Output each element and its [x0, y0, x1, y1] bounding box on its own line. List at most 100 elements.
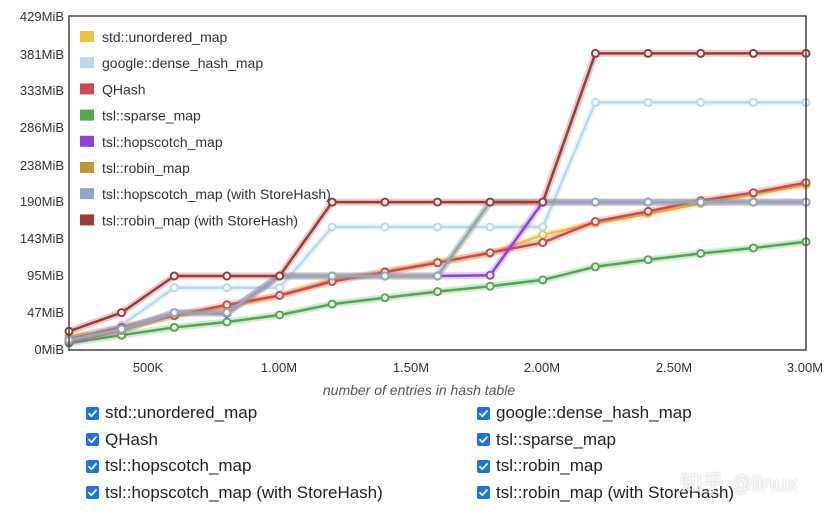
data-point[interactable]	[538, 238, 548, 248]
data-point[interactable]	[590, 48, 600, 58]
checkbox-icon[interactable]	[477, 433, 490, 447]
data-point[interactable]	[433, 287, 442, 297]
data-point[interactable]	[433, 258, 442, 268]
x-axis-label: number of entries in hash table	[323, 382, 515, 398]
data-point[interactable]	[222, 308, 232, 318]
data-point[interactable]	[380, 293, 390, 303]
data-point[interactable]	[485, 270, 495, 280]
data-point[interactable]	[117, 324, 127, 334]
data-point[interactable]	[538, 275, 548, 285]
series-toggle-std-unordered-map[interactable]: std::unordered_map	[86, 402, 477, 425]
data-point[interactable]	[590, 262, 600, 272]
data-point[interactable]	[485, 248, 495, 258]
data-point[interactable]	[643, 206, 653, 216]
data-point[interactable]	[169, 283, 179, 293]
toggle-label: google::dense_hash_map	[496, 403, 692, 423]
data-point[interactable]	[643, 97, 653, 107]
data-point[interactable]	[643, 197, 653, 207]
data-point[interactable]	[222, 317, 232, 327]
y-tick-labels: 0MiB 47MiB 95MiB 143MiB 190MiB 238MiB 28…	[20, 9, 64, 357]
data-point[interactable]	[538, 197, 548, 207]
y-tick-label: 333MiB	[20, 83, 64, 98]
data-point[interactable]	[117, 308, 127, 318]
toggle-label: tsl::hopscotch_map	[105, 456, 252, 476]
data-point[interactable]	[275, 291, 285, 300]
data-point[interactable]	[696, 97, 706, 107]
toggle-label: tsl::robin_map (with StoreHash)	[496, 482, 735, 502]
x-tick-label: 2.50M	[656, 360, 692, 375]
data-point[interactable]	[590, 197, 600, 207]
series-toggle-google-dense-hash-map[interactable]: google::dense_hash_map	[477, 402, 807, 425]
x-tick-label: 1.50M	[393, 360, 429, 375]
data-point[interactable]	[380, 197, 390, 207]
data-point[interactable]	[433, 271, 442, 281]
checkbox-icon[interactable]	[86, 406, 99, 420]
series-toggle-tsl-robin-map-with-storehash[interactable]: tsl::robin_map (with StoreHash)	[477, 482, 807, 505]
data-point[interactable]	[433, 197, 442, 207]
data-point[interactable]	[748, 48, 758, 58]
data-point[interactable]	[590, 97, 600, 107]
legend-swatch	[80, 109, 94, 121]
y-tick-label: 0MiB	[34, 342, 64, 357]
data-point[interactable]	[696, 249, 706, 258]
checkbox-icon[interactable]	[477, 486, 490, 500]
legend-item: QHash	[80, 81, 146, 97]
data-point[interactable]	[169, 322, 179, 332]
data-point[interactable]	[590, 217, 600, 226]
checkbox-icon[interactable]	[86, 459, 99, 473]
data-point[interactable]	[380, 222, 390, 232]
data-point[interactable]	[380, 271, 390, 281]
data-point[interactable]	[485, 281, 495, 291]
y-tick-label: 381MiB	[20, 47, 64, 62]
y-tick-label: 238MiB	[20, 158, 64, 173]
y-tick-label: 190MiB	[20, 194, 64, 209]
series-toggle-qhash[interactable]: QHash	[86, 429, 477, 452]
data-point[interactable]	[538, 230, 548, 240]
data-point[interactable]	[327, 197, 337, 207]
data-point[interactable]	[222, 283, 232, 293]
checkbox-icon[interactable]	[477, 406, 490, 420]
series-toggle-tsl-sparse-map[interactable]: tsl::sparse_map	[477, 429, 807, 452]
data-point[interactable]	[748, 243, 758, 253]
data-point[interactable]	[643, 255, 653, 265]
x-tick-label: 2.00M	[524, 360, 560, 375]
toggle-label: tsl::robin_map	[496, 456, 603, 476]
data-point[interactable]	[485, 197, 495, 207]
data-point[interactable]	[169, 308, 179, 318]
data-point[interactable]	[327, 271, 337, 281]
data-point[interactable]	[433, 222, 442, 232]
legend-item: tsl::robin_map (with StoreHash)	[80, 212, 298, 228]
data-point[interactable]	[748, 188, 758, 198]
data-point[interactable]	[748, 97, 758, 107]
data-point[interactable]	[696, 197, 706, 207]
series-toggle-tsl-robin-map[interactable]: tsl::robin_map	[477, 455, 807, 478]
data-point[interactable]	[696, 48, 706, 58]
legend-item: google::dense_hash_map	[80, 55, 263, 71]
data-point[interactable]	[643, 48, 653, 58]
legend-item: std::unordered_map	[80, 29, 228, 45]
x-tick-label: 3.00M	[787, 360, 823, 375]
checkbox-icon[interactable]	[86, 433, 99, 447]
checkbox-icon[interactable]	[477, 459, 490, 473]
data-point[interactable]	[327, 222, 337, 232]
data-point[interactable]	[275, 310, 285, 320]
plot-frame	[68, 15, 807, 351]
legend-swatch	[80, 162, 94, 173]
data-point[interactable]	[222, 271, 232, 281]
toggle-label: std::unordered_map	[105, 403, 258, 423]
toggle-label: tsl::hopscotch_map (with StoreHash)	[105, 482, 383, 502]
data-point[interactable]	[275, 283, 285, 293]
data-point[interactable]	[538, 222, 548, 232]
data-point[interactable]	[169, 271, 179, 281]
data-point[interactable]	[485, 222, 495, 232]
checkbox-icon[interactable]	[86, 486, 99, 500]
legend-label: tsl::sparse_map	[102, 108, 201, 124]
x-tick-labels: 500K 1.00M 1.50M 2.00M 2.50M 3.00M	[133, 360, 823, 375]
legend-item: tsl::hopscotch_map	[80, 134, 223, 150]
data-point[interactable]	[327, 299, 337, 309]
data-point[interactable]	[275, 271, 285, 281]
series-toggle-tsl-hopscotch-map[interactable]: tsl::hopscotch_map	[86, 455, 477, 478]
series-toggle-tsl-hopscotch-map-with-storehash[interactable]: tsl::hopscotch_map (with StoreHash)	[86, 482, 477, 505]
data-point[interactable]	[748, 197, 758, 207]
series-tsl-robin-map-with-storehash	[64, 48, 811, 336]
